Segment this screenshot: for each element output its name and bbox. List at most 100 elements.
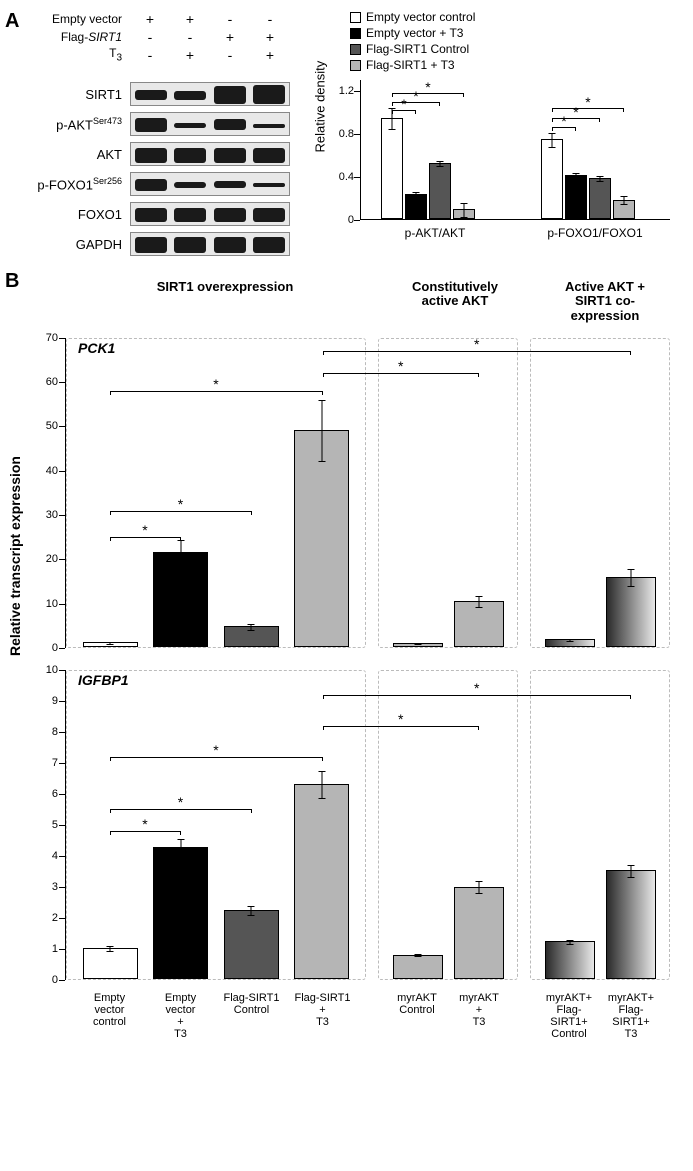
blot-image bbox=[130, 232, 290, 256]
bar bbox=[565, 175, 587, 219]
y-tick bbox=[59, 559, 65, 560]
chart-a-xaxis bbox=[360, 219, 670, 220]
blot-header-row: Empty vector++-- bbox=[10, 10, 320, 28]
blot-header-cell: + bbox=[210, 29, 250, 45]
y-tick-label: 1 bbox=[30, 943, 58, 955]
blot-header-label: T3 bbox=[10, 46, 130, 63]
y-tick bbox=[354, 134, 360, 135]
y-tick bbox=[59, 825, 65, 826]
bar bbox=[545, 639, 595, 647]
y-tick-label: 10 bbox=[30, 664, 58, 676]
plot-box bbox=[530, 670, 670, 980]
blot-header-cell: - bbox=[130, 29, 170, 45]
error-bar bbox=[416, 192, 417, 198]
y-tick-label: 70 bbox=[30, 332, 58, 344]
column-header: Active AKT +SIRT1 co-expression bbox=[530, 280, 680, 323]
y-tick-label: 0 bbox=[330, 214, 354, 226]
y-tick-label: 0.8 bbox=[330, 128, 354, 140]
error-bar bbox=[110, 642, 111, 645]
error-bar bbox=[600, 176, 601, 182]
blot-row: GAPDH bbox=[10, 230, 320, 258]
panel-b-xlabels: EmptyvectorcontrolEmptyvector+T3Flag-SIR… bbox=[66, 992, 678, 1040]
error-bar bbox=[251, 624, 252, 631]
y-tick-label: 60 bbox=[30, 376, 58, 388]
bar bbox=[83, 642, 138, 646]
error-bar bbox=[630, 569, 631, 588]
bar bbox=[606, 577, 656, 647]
bar bbox=[393, 955, 443, 979]
error-bar bbox=[624, 196, 625, 205]
error-bar bbox=[569, 639, 570, 642]
plot-areas bbox=[66, 670, 678, 980]
x-axis-label: Flag-SIRT1+T3 bbox=[287, 992, 358, 1040]
chart-a-ylabel: Relative density bbox=[313, 61, 328, 153]
error-bar bbox=[180, 540, 181, 565]
bars-container bbox=[531, 339, 669, 647]
y-tick bbox=[59, 426, 65, 427]
x-axis-label: Emptyvectorcontrol bbox=[74, 992, 145, 1040]
blot-header-row: T3-+-+ bbox=[10, 46, 320, 64]
blot-header-cell: + bbox=[170, 11, 210, 27]
y-tick-label: 5 bbox=[30, 819, 58, 831]
panel-b-column-headers: SIRT1 overexpressionConstitutivelyactive… bbox=[70, 280, 683, 323]
plot-box bbox=[66, 670, 366, 980]
y-tick-label: 50 bbox=[30, 420, 58, 432]
blot-image bbox=[130, 202, 290, 226]
legend-swatch bbox=[350, 12, 361, 23]
y-tick bbox=[59, 794, 65, 795]
y-tick bbox=[59, 701, 65, 702]
blot-row-label: SIRT1 bbox=[10, 87, 130, 102]
y-tick-label: 40 bbox=[30, 465, 58, 477]
chart-a-plot: Relative density 00.40.81.2 ****** p-AKT… bbox=[330, 80, 680, 240]
chart-b: PCK1010203040506070***** bbox=[10, 328, 683, 648]
x-label-group: EmptyvectorcontrolEmptyvector+T3Flag-SIR… bbox=[66, 992, 366, 1040]
y-tick bbox=[59, 471, 65, 472]
error-bar bbox=[392, 108, 393, 130]
x-axis-label: Flag-SIRT1Control bbox=[216, 992, 287, 1040]
y-tick-label: 4 bbox=[30, 850, 58, 862]
y-tick-label: 9 bbox=[30, 695, 58, 707]
bar-group bbox=[541, 139, 635, 219]
legend-swatch bbox=[350, 28, 361, 39]
legend-item: Flag-SIRT1 + T3 bbox=[350, 58, 680, 72]
y-tick-label: 6 bbox=[30, 788, 58, 800]
y-tick bbox=[59, 949, 65, 950]
y-tick-label: 0.4 bbox=[330, 171, 354, 183]
y-tick bbox=[59, 887, 65, 888]
y-tick bbox=[59, 980, 65, 981]
y-tick bbox=[59, 918, 65, 919]
blot-header-cell: - bbox=[170, 29, 210, 45]
error-bar bbox=[321, 400, 322, 462]
bars-container bbox=[67, 671, 365, 979]
panel-a: A Empty vector++--Flag-SIRT1--++T3-+-+ S… bbox=[10, 10, 683, 260]
y-tick bbox=[59, 763, 65, 764]
blot-row: SIRT1 bbox=[10, 80, 320, 108]
bar bbox=[83, 948, 138, 979]
y-tick bbox=[59, 604, 65, 605]
x-axis-label: p-AKT/AKT bbox=[380, 226, 490, 240]
blot-header-cell: + bbox=[250, 47, 290, 63]
bars-container bbox=[379, 671, 517, 979]
bar bbox=[224, 910, 279, 979]
blot-header-cell: + bbox=[130, 11, 170, 27]
blot-header: Empty vector++--Flag-SIRT1--++T3-+-+ bbox=[10, 10, 320, 80]
x-axis-label: myrAKTControl bbox=[386, 992, 448, 1040]
blot-row: p-AKTSer473 bbox=[10, 110, 320, 138]
error-bar bbox=[440, 161, 441, 167]
blot-row-label: FOXO1 bbox=[10, 207, 130, 222]
y-tick-label: 0 bbox=[30, 974, 58, 986]
error-bar bbox=[321, 771, 322, 799]
blot-header-label: Empty vector bbox=[10, 12, 130, 26]
x-axis-label: myrAKT+Flag-SIRT1+Control bbox=[538, 992, 600, 1040]
y-tick bbox=[59, 515, 65, 516]
blot-image bbox=[130, 82, 290, 106]
bar-group bbox=[381, 118, 475, 219]
legend-swatch bbox=[350, 60, 361, 71]
plot-box bbox=[378, 338, 518, 648]
error-bar bbox=[630, 865, 631, 879]
y-tick-label: 7 bbox=[30, 757, 58, 769]
bar bbox=[294, 430, 349, 647]
error-bar bbox=[251, 906, 252, 915]
plot-box bbox=[66, 338, 366, 648]
blot-header-cell: + bbox=[170, 47, 210, 63]
